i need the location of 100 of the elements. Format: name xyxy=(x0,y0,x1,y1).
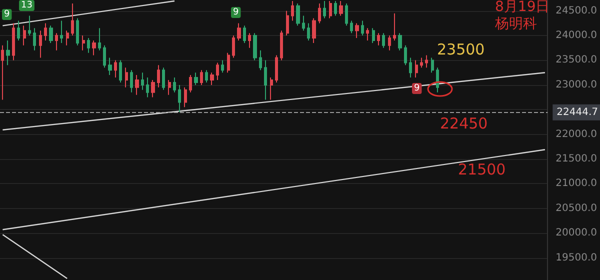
candlestick xyxy=(205,70,208,83)
candlestick xyxy=(382,32,385,48)
annotation: 9 xyxy=(4,10,10,20)
candlestick xyxy=(114,60,117,78)
candlestick xyxy=(108,57,112,76)
candlestick xyxy=(431,57,434,74)
candlestick xyxy=(237,22,241,41)
annotation: 21500 xyxy=(458,160,506,178)
y-tick-label: 20000.0 xyxy=(556,228,598,239)
y-tick-label: 21500.0 xyxy=(556,154,598,165)
candlestick xyxy=(184,86,187,108)
y-tick-label: 20500.0 xyxy=(556,202,598,214)
candlestick xyxy=(216,62,219,80)
candlestick xyxy=(66,30,69,46)
candlestick xyxy=(141,72,144,90)
candlestick xyxy=(146,77,149,98)
candlestick xyxy=(253,32,257,61)
candlestick xyxy=(248,32,251,48)
y-tick-label: 24500.0 xyxy=(556,5,598,16)
candlestick xyxy=(92,40,96,56)
candlestick xyxy=(157,64,160,88)
candlestick xyxy=(339,0,343,16)
candlestick xyxy=(275,54,278,83)
candlestick xyxy=(243,25,246,44)
candlestick xyxy=(173,77,176,93)
candlestick xyxy=(350,20,353,34)
y-tick-label: 23500.0 xyxy=(556,54,598,66)
y-tick-label: 21000.0 xyxy=(556,178,598,190)
candlestick xyxy=(415,60,418,78)
candlestick xyxy=(210,72,214,86)
annotation: 9 xyxy=(414,84,420,94)
y-tick-label: 19500.0 xyxy=(556,252,598,264)
candlestick xyxy=(23,25,26,46)
annotation: 13 xyxy=(21,0,32,10)
candlestick xyxy=(125,67,128,88)
candlestick xyxy=(39,30,42,58)
annotation: 杨明科 xyxy=(494,16,537,32)
candlestick xyxy=(296,2,300,26)
ref-line-label: 22444.7 xyxy=(556,106,598,118)
candlestick xyxy=(404,44,407,66)
candlestick xyxy=(291,0,294,22)
candlestick xyxy=(103,44,106,68)
candlestick xyxy=(44,22,47,41)
candlestick xyxy=(221,60,224,74)
candlestick xyxy=(280,30,283,61)
candlestick xyxy=(194,72,198,86)
candlestick xyxy=(17,20,20,41)
candlestick xyxy=(12,22,15,61)
candlestick xyxy=(409,57,412,78)
candlestick xyxy=(286,10,289,36)
candlestick xyxy=(28,15,31,36)
candlestick xyxy=(312,18,316,44)
candlestick xyxy=(388,35,391,51)
annotation: 9 xyxy=(233,8,239,18)
candlestick xyxy=(87,38,90,54)
y-tick-label: 23000.0 xyxy=(556,79,598,90)
candlestick xyxy=(119,60,122,83)
candlestick xyxy=(264,60,267,100)
candlestick xyxy=(1,44,4,100)
annotation: 23500 xyxy=(437,40,485,58)
candlestick xyxy=(6,40,10,66)
candlestick xyxy=(76,18,79,46)
candlestick xyxy=(377,32,380,46)
candlestick xyxy=(49,25,53,44)
candlestick xyxy=(345,2,348,26)
annotation: 22450 xyxy=(440,114,488,132)
candlestick xyxy=(302,15,305,32)
candlestick xyxy=(307,22,310,41)
candlestick xyxy=(227,52,230,74)
candlestick xyxy=(436,67,439,93)
candlestick xyxy=(425,54,428,68)
candlestick xyxy=(151,80,155,98)
y-tick-label: 24000.0 xyxy=(556,30,598,42)
candlestick xyxy=(82,35,85,51)
annotation: 8月19日 xyxy=(495,0,550,15)
y-tick-label: 22000.0 xyxy=(556,128,598,140)
candlestick xyxy=(189,74,192,93)
candlestick xyxy=(71,2,74,36)
candlestick xyxy=(259,50,262,71)
candlestick xyxy=(323,0,326,19)
candlestick xyxy=(55,32,58,51)
candlestick xyxy=(232,35,235,58)
candlestick xyxy=(135,74,139,96)
candlestick xyxy=(393,12,396,41)
candlestick xyxy=(98,28,101,51)
candlestick xyxy=(162,67,165,90)
candlestick xyxy=(372,28,375,44)
candlestick xyxy=(361,20,364,36)
candlestick xyxy=(398,32,402,51)
candlestick xyxy=(178,84,181,113)
candlestick xyxy=(60,20,63,44)
candlestick xyxy=(200,70,203,86)
candlestick xyxy=(270,77,273,100)
candlestick xyxy=(355,22,359,39)
candlestick xyxy=(329,0,332,19)
candlestick xyxy=(33,28,36,51)
candlestick xyxy=(318,2,321,24)
candlestick xyxy=(334,0,337,16)
candlestick xyxy=(366,28,369,41)
candlestick xyxy=(420,57,423,68)
